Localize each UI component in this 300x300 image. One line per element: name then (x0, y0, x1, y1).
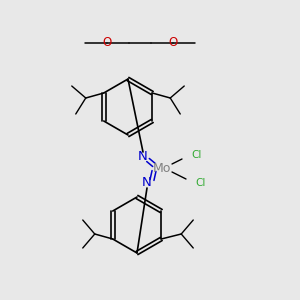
Text: Cl: Cl (192, 150, 202, 160)
Text: O: O (102, 37, 112, 50)
Text: Cl: Cl (196, 178, 206, 188)
Text: N: N (142, 176, 152, 190)
Text: O: O (168, 37, 178, 50)
Text: Mo: Mo (153, 161, 171, 175)
Text: N: N (138, 151, 148, 164)
